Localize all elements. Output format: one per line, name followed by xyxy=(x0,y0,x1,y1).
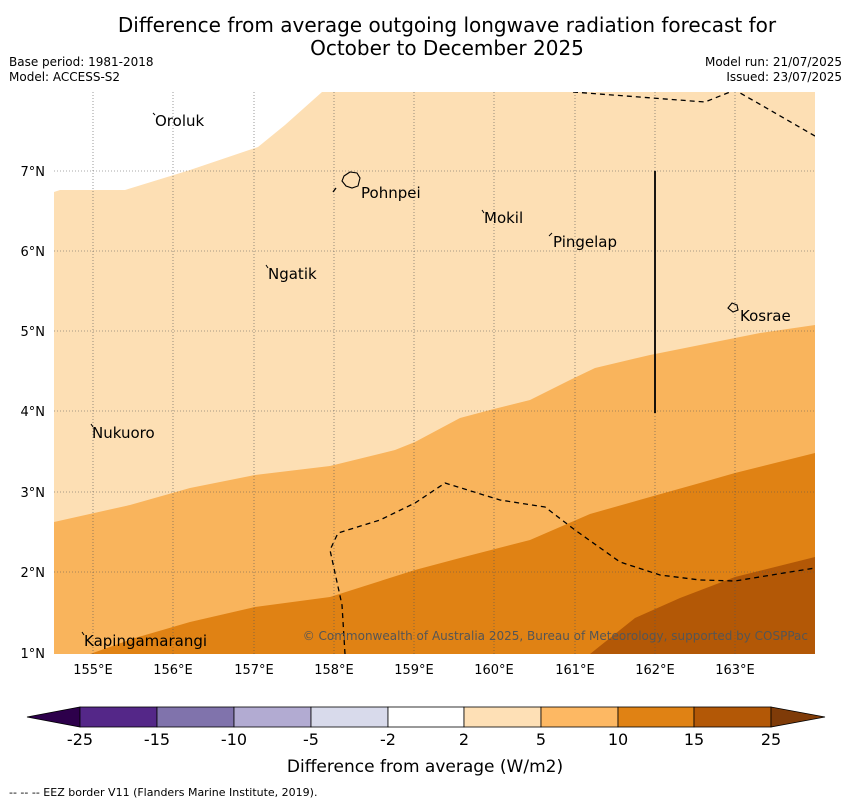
colorbar-ticks: -25 -15 -10 -5 -2 2 5 10 15 25 xyxy=(67,730,781,749)
pohnpei-island xyxy=(341,171,361,189)
copyright-notice: © Commonwealth of Australia 2025, Bureau… xyxy=(303,629,808,643)
colorbar-bin xyxy=(463,706,542,728)
eez-border xyxy=(329,92,815,654)
lon-label: 157°E xyxy=(234,663,274,678)
colorbar-tick: -2 xyxy=(380,730,396,749)
place-label-oroluk: Oroluk xyxy=(155,112,204,130)
place-label-mokil: Mokil xyxy=(484,209,523,227)
colorbar-bin xyxy=(693,706,772,728)
colorbar-bin xyxy=(156,706,235,728)
lat-label: 2°N xyxy=(21,566,46,581)
colorbar-tick: -25 xyxy=(67,730,93,749)
lon-label: 155°E xyxy=(73,663,113,678)
lat-label: 5°N xyxy=(21,325,46,340)
colorbar-bin xyxy=(387,706,465,728)
colorbar-bin xyxy=(617,706,695,728)
title-line-2: October to December 2025 xyxy=(310,36,584,60)
lat-label: 4°N xyxy=(21,405,46,420)
lat-label: 6°N xyxy=(21,245,46,260)
colorbar-tick: 2 xyxy=(459,730,469,749)
kosrae-island xyxy=(727,302,739,313)
colorbar-bin xyxy=(310,706,389,728)
colorbar-tick: -5 xyxy=(303,730,319,749)
colorbar-tick: 5 xyxy=(536,730,546,749)
lat-label: 3°N xyxy=(21,486,46,501)
colorbar-label: Difference from average (W/m2) xyxy=(287,757,563,777)
lat-label: 7°N xyxy=(21,165,46,180)
colorbar-tick: 10 xyxy=(608,730,628,749)
lat-label: 1°N xyxy=(21,647,46,662)
place-label-kapingamarangi: Kapingamarangi xyxy=(84,632,207,650)
place-label-ngatik: Ngatik xyxy=(268,265,317,283)
colorbar-bin xyxy=(540,706,619,728)
meta-right: Model run: 21/07/2025 Issued: 23/07/2025 xyxy=(705,55,842,85)
contour-band-15-25 xyxy=(590,557,815,654)
title-line-1: Difference from average outgoing longwav… xyxy=(117,13,777,37)
model-name: Model: ACCESS-S2 xyxy=(9,70,121,84)
colorbar-tick: 25 xyxy=(761,730,781,749)
lon-label: 163°E xyxy=(715,663,755,678)
colorbar-extend-low xyxy=(26,706,81,728)
meta-left: Base period: 1981-2018 Model: ACCESS-S2 xyxy=(9,55,154,85)
colorbar-tick: -15 xyxy=(144,730,170,749)
chart-title: Difference from average outgoing longwav… xyxy=(0,14,850,60)
lon-label: 160°E xyxy=(474,663,514,678)
lon-label: 159°E xyxy=(394,663,434,678)
lon-label: 158°E xyxy=(314,663,354,678)
colorbar-extend-high xyxy=(770,706,826,728)
contour-band-10-15 xyxy=(90,453,815,654)
longitude-labels: 155°E 156°E 157°E 158°E 159°E 160°E 161°… xyxy=(73,663,755,678)
colorbar-tick: -10 xyxy=(221,730,247,749)
place-label-pohnpei: Pohnpei xyxy=(361,184,421,202)
base-period: Base period: 1981-2018 xyxy=(9,55,154,69)
lon-label: 161°E xyxy=(555,663,595,678)
colorbar-bin xyxy=(79,706,158,728)
colorbar-tick: 15 xyxy=(684,730,704,749)
model-run: Model run: 21/07/2025 xyxy=(704,55,842,69)
lon-label: 156°E xyxy=(153,663,193,678)
atoll-markers xyxy=(81,112,553,636)
latitude-labels: 7°N 6°N 5°N 4°N 3°N 2°N 1°N xyxy=(21,165,46,662)
colorbar-bin xyxy=(233,706,312,728)
lon-label: 162°E xyxy=(635,663,675,678)
map-area: Oroluk Pohnpei Mokil Pingelap Ngatik Kos… xyxy=(54,92,815,654)
issued-date: Issued: 23/07/2025 xyxy=(726,70,842,84)
place-label-pingelap: Pingelap xyxy=(553,233,617,251)
place-label-nukuoro: Nukuoro xyxy=(92,424,155,442)
colorbar xyxy=(26,706,826,728)
place-label-kosrae: Kosrae xyxy=(740,307,791,325)
eez-footnote: -- -- -- EEZ border V11 (Flanders Marine… xyxy=(9,786,318,799)
